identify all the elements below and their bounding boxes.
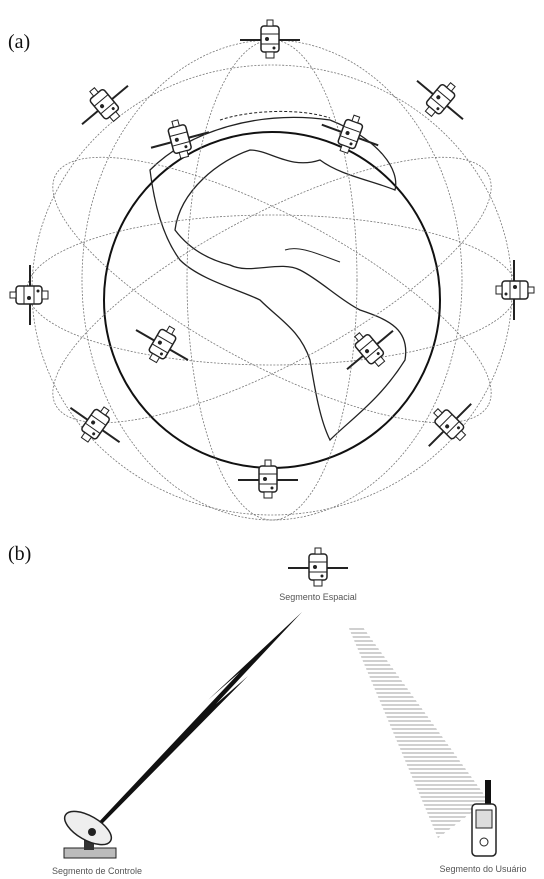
ground-dish [63, 810, 117, 859]
user-signal [348, 626, 488, 838]
user-segment-label: Segmento do Usuário [439, 864, 526, 874]
space-segment-label: Segmento Espacial [279, 592, 357, 602]
handheld-receiver [471, 780, 497, 857]
control-segment-label: Segmento de Controle [52, 866, 142, 876]
control-link [96, 612, 302, 826]
panel-label: (a) [8, 31, 30, 53]
space-satellite [287, 547, 349, 587]
panel-label: (b) [8, 543, 31, 565]
globe [103, 110, 441, 469]
